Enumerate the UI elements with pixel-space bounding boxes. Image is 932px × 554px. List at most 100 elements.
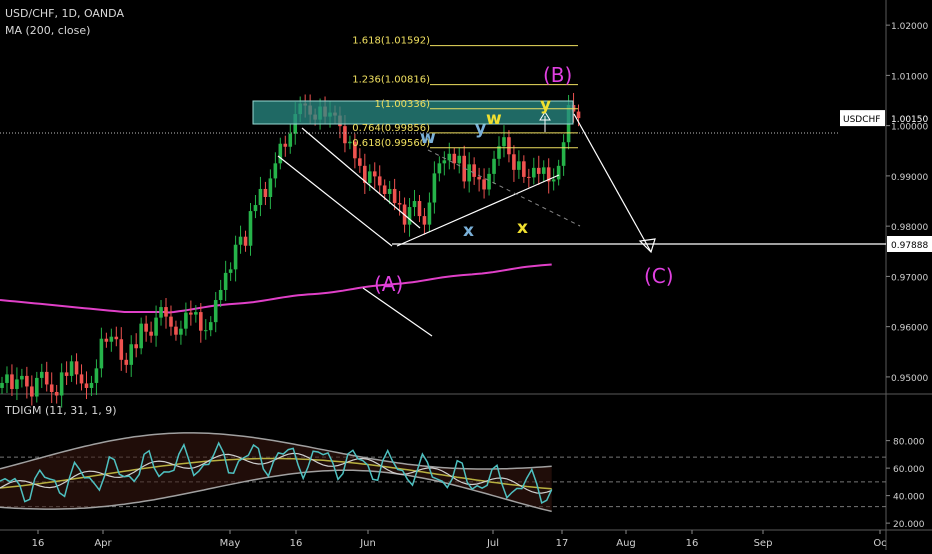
candle-body	[477, 176, 481, 180]
candle-body	[487, 173, 491, 190]
wave-label-b: (B)	[543, 63, 572, 87]
candle-body	[556, 165, 561, 180]
time-tick-label: 17	[556, 538, 569, 549]
projection-arrowhead	[638, 238, 656, 254]
price-scale[interactable]: 1.02000 1.01000 1.00000 0.99000 0.98000 0.970…	[840, 22, 932, 384]
candle-body	[273, 163, 278, 179]
current-symbol-tag	[840, 110, 885, 127]
wave-labels-layer: (B) (A) (C) w x y w x y	[374, 63, 674, 296]
candle-body	[0, 382, 4, 388]
ma-legend[interactable]: MA (200, close)	[5, 24, 91, 37]
fib-level-label: 0.618(0.99560)	[352, 138, 430, 149]
current-price-label: 1.00150	[891, 115, 928, 125]
candle-body	[99, 338, 104, 369]
channel-extension-line[interactable]	[362, 287, 433, 337]
wave-label-c: (C)	[644, 264, 674, 288]
candle-body	[144, 323, 148, 332]
candle-body	[546, 167, 551, 182]
candle-body	[114, 336, 119, 340]
tdi-legend[interactable]: TDIGM (11, 31, 1, 9)	[5, 404, 117, 417]
price-tick-label: 0.95000	[891, 374, 928, 384]
candle-body	[397, 203, 402, 205]
candle-body	[522, 161, 526, 177]
drawings-layer	[0, 100, 886, 337]
candle-body	[457, 155, 462, 164]
candle-body	[189, 312, 193, 315]
tdi-slow-line	[0, 452, 552, 494]
candle-body	[482, 179, 486, 190]
wave-label-x-yellow: x	[517, 218, 528, 238]
candle-body	[228, 269, 233, 273]
candle-body	[472, 164, 476, 177]
candle-body	[184, 312, 188, 329]
price-tick-label: 0.97000	[891, 273, 928, 283]
candle-body	[39, 371, 44, 378]
candle-body	[343, 126, 347, 144]
ma-200-layer	[0, 263, 552, 314]
wave-label-w-blue: w	[420, 128, 436, 148]
symbol-title[interactable]: USD/CHF, 1D, OANDA	[5, 7, 124, 20]
fib-levels-layer: 1.618(1.01592) 1.236(1.00816) 1(1.00336) 0.…	[352, 36, 578, 149]
time-tick-label: Jun	[359, 538, 376, 549]
candle-body	[531, 167, 536, 178]
candle-body	[353, 141, 357, 159]
tdi-tick-label: 40.000	[893, 493, 925, 503]
candle-body	[238, 236, 243, 245]
candle-body	[422, 216, 427, 225]
candle-body	[194, 312, 198, 315]
triangle-lower-line[interactable]	[396, 174, 560, 247]
time-tick-label: 16	[32, 538, 45, 549]
candle-body	[15, 379, 19, 389]
time-tick-label: Aug	[616, 538, 636, 549]
candle-body	[20, 375, 24, 380]
triangle-upper-line[interactable]	[427, 149, 581, 227]
candle-body	[174, 326, 178, 335]
candle-body	[497, 146, 501, 159]
time-tick-label: 16	[290, 538, 303, 549]
candle-body	[119, 339, 124, 360]
candle-body	[268, 178, 273, 197]
target-price-label: 0.97888	[891, 241, 928, 251]
time-tick-label: Apr	[94, 538, 112, 549]
candle-body	[149, 331, 153, 336]
time-tick-label: Oc	[873, 538, 886, 549]
candle-body	[502, 137, 506, 147]
time-tick-label: May	[220, 538, 241, 549]
projection-line[interactable]	[573, 113, 652, 253]
candle-body	[25, 375, 29, 387]
channel-lower-line[interactable]	[277, 155, 393, 247]
up-arrowhead	[539, 111, 551, 121]
tdi-tick-label: 20.000	[893, 520, 925, 530]
channel-upper-line[interactable]	[301, 127, 421, 229]
candle-body	[233, 244, 238, 270]
tdi-tick-label: 60.000	[893, 465, 925, 475]
wave-label-x-blue: x	[463, 221, 474, 241]
target-price-tag	[887, 236, 932, 252]
candle-body	[169, 316, 173, 327]
time-axis[interactable]: 16 Apr May 16 Jun Jul 17 Aug 16 Sep Oc	[32, 530, 887, 549]
candle-body	[541, 167, 546, 174]
tdi-scale[interactable]: 80.000 60.000 40.000 20.000	[886, 438, 925, 531]
candle-body	[527, 176, 531, 178]
tdi-layer	[0, 432, 886, 513]
candle-body	[372, 171, 377, 177]
resistance-box[interactable]	[252, 100, 574, 125]
wave-label-y-blue: y	[475, 119, 486, 139]
candle-body	[248, 211, 253, 246]
ma-200-line	[0, 263, 552, 314]
price-tick-label: 1.01000	[891, 72, 928, 82]
candle-body	[164, 307, 168, 317]
candle-body	[377, 176, 382, 186]
tdi-band-fill	[0, 432, 552, 512]
candle-body	[69, 361, 74, 376]
candle-body	[59, 372, 64, 396]
fib-level-label: 1(1.00336)	[374, 99, 430, 110]
candle-body	[367, 171, 372, 183]
candle-body	[507, 137, 511, 155]
candle-body	[199, 312, 203, 331]
candle-body	[213, 300, 218, 323]
candle-body	[447, 153, 452, 161]
